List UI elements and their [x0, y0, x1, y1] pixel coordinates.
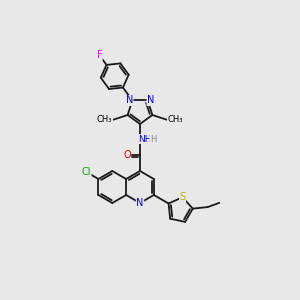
- Text: CH₃: CH₃: [97, 115, 112, 124]
- Text: O: O: [123, 150, 131, 160]
- Text: N: N: [126, 95, 133, 106]
- Text: NH: NH: [138, 134, 152, 143]
- Text: CH₃: CH₃: [168, 115, 183, 124]
- Text: N: N: [147, 95, 154, 106]
- Text: H: H: [150, 136, 156, 145]
- Text: S: S: [179, 192, 186, 202]
- Text: Cl: Cl: [82, 167, 91, 177]
- Text: N: N: [136, 198, 144, 208]
- Text: F: F: [97, 50, 102, 60]
